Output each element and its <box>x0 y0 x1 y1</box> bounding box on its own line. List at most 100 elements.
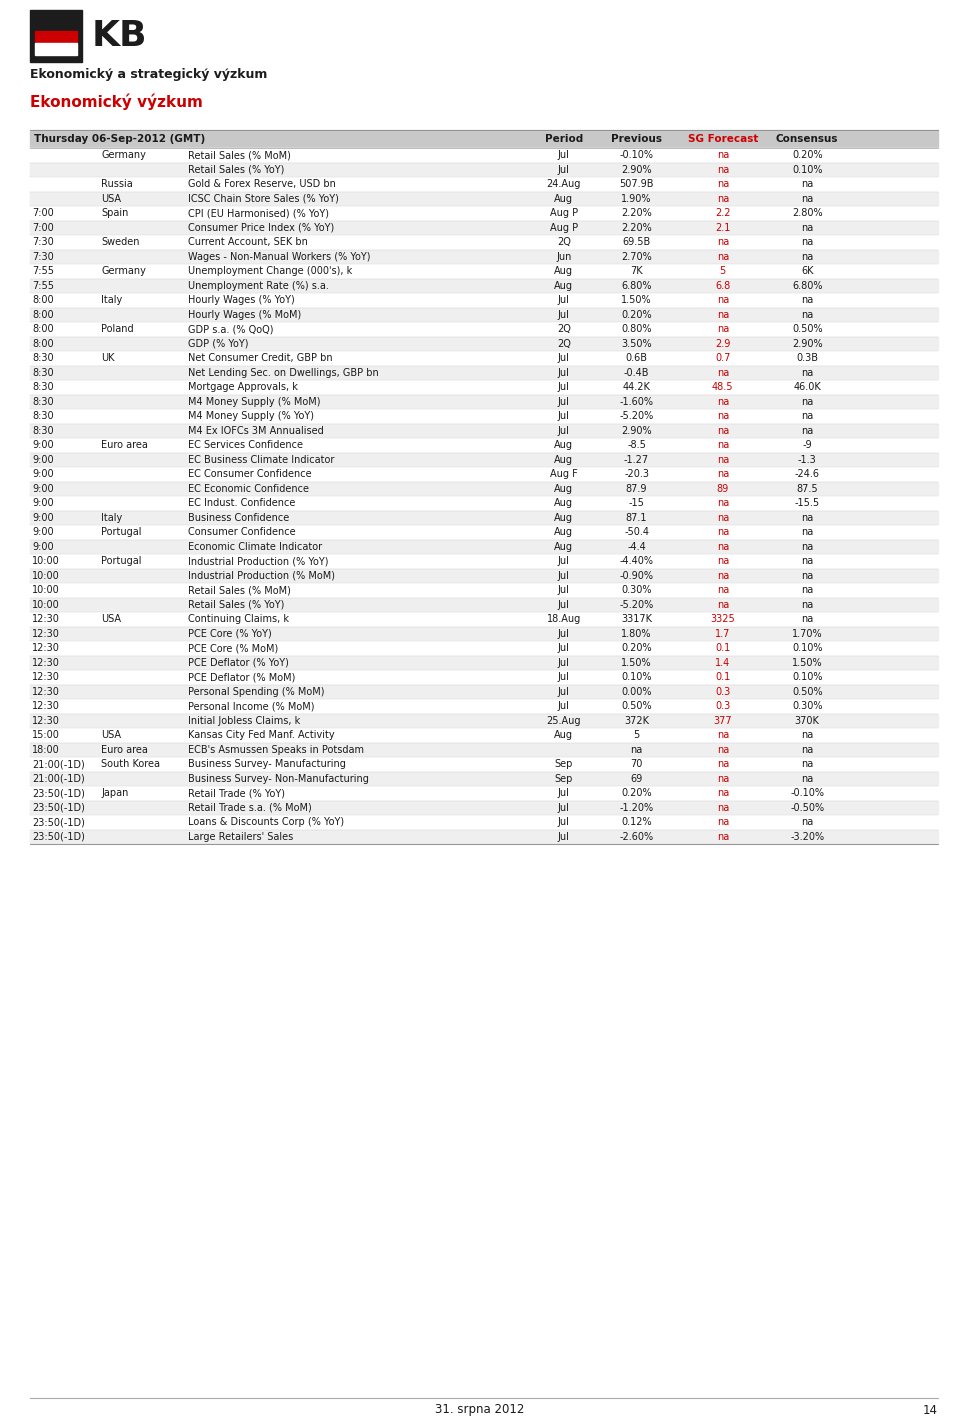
Text: na: na <box>802 745 813 755</box>
Text: Italy: Italy <box>101 513 122 523</box>
Bar <box>30 496 938 510</box>
Text: 0.1: 0.1 <box>715 643 731 653</box>
Text: Mortgage Approvals, k: Mortgage Approvals, k <box>188 383 298 392</box>
Text: 14: 14 <box>923 1404 938 1416</box>
Text: Personal Income (% MoM): Personal Income (% MoM) <box>188 701 315 711</box>
Text: Jul: Jul <box>558 818 570 828</box>
Text: 507.9B: 507.9B <box>619 179 654 189</box>
Text: Jul: Jul <box>558 570 570 580</box>
Text: 9:00: 9:00 <box>32 441 54 451</box>
Text: Hourly Wages (% YoY): Hourly Wages (% YoY) <box>188 296 295 306</box>
Text: 25.Aug: 25.Aug <box>546 715 581 725</box>
Text: na: na <box>717 542 729 552</box>
Text: -20.3: -20.3 <box>624 469 649 479</box>
Bar <box>30 380 938 394</box>
Text: Large Retailers' Sales: Large Retailers' Sales <box>188 832 294 842</box>
Text: na: na <box>802 528 813 538</box>
Text: na: na <box>802 397 813 407</box>
Text: Unemployment Rate (%) s.a.: Unemployment Rate (%) s.a. <box>188 280 329 290</box>
Text: 0.20%: 0.20% <box>621 310 652 320</box>
Bar <box>30 684 938 700</box>
Text: na: na <box>802 600 813 610</box>
Text: na: na <box>802 237 813 247</box>
Text: na: na <box>717 469 729 479</box>
Text: na: na <box>717 397 729 407</box>
Text: na: na <box>631 745 642 755</box>
Text: -1.27: -1.27 <box>624 455 649 465</box>
Text: 1.50%: 1.50% <box>792 658 823 668</box>
Text: PCE Core (% YoY): PCE Core (% YoY) <box>188 629 272 638</box>
Text: na: na <box>717 425 729 435</box>
Text: Sep: Sep <box>555 774 573 784</box>
Bar <box>30 351 938 365</box>
Text: na: na <box>802 252 813 262</box>
Text: Wages - Non-Manual Workers (% YoY): Wages - Non-Manual Workers (% YoY) <box>188 252 371 262</box>
Text: 2Q: 2Q <box>557 324 571 334</box>
Text: 21:00(-1D): 21:00(-1D) <box>32 774 84 784</box>
Text: Aug: Aug <box>555 266 573 276</box>
Bar <box>30 583 938 597</box>
Text: 7:00: 7:00 <box>32 223 54 233</box>
Text: Italy: Italy <box>101 296 122 306</box>
Text: 2.20%: 2.20% <box>621 223 652 233</box>
Text: na: na <box>717 498 729 508</box>
Text: 2.2: 2.2 <box>715 208 731 218</box>
Text: Consumer Confidence: Consumer Confidence <box>188 528 296 538</box>
Text: PCE Deflator (% YoY): PCE Deflator (% YoY) <box>188 658 289 668</box>
Bar <box>30 611 938 627</box>
Text: 12:30: 12:30 <box>32 687 60 697</box>
Text: na: na <box>802 193 813 203</box>
Text: na: na <box>802 310 813 320</box>
Text: 24.Aug: 24.Aug <box>546 179 581 189</box>
Text: -0.90%: -0.90% <box>619 570 654 580</box>
Text: 9:00: 9:00 <box>32 455 54 465</box>
Bar <box>30 539 938 555</box>
Text: Jul: Jul <box>558 643 570 653</box>
Text: 2.90%: 2.90% <box>621 425 652 435</box>
Bar <box>30 10 82 63</box>
Text: Net Consumer Credit, GBP bn: Net Consumer Credit, GBP bn <box>188 353 333 363</box>
Bar <box>30 466 938 482</box>
Text: Jul: Jul <box>558 803 570 813</box>
Text: Retail Trade s.a. (% MoM): Retail Trade s.a. (% MoM) <box>188 803 312 813</box>
Text: PCE Core (% MoM): PCE Core (% MoM) <box>188 643 278 653</box>
Text: na: na <box>717 513 729 523</box>
Text: Retail Sales (% MoM): Retail Sales (% MoM) <box>188 151 291 161</box>
Text: 87.1: 87.1 <box>626 513 647 523</box>
Text: Industrial Production (% YoY): Industrial Production (% YoY) <box>188 556 328 566</box>
Text: 12:30: 12:30 <box>32 673 60 683</box>
Text: Japan: Japan <box>101 788 129 798</box>
Bar <box>30 394 938 410</box>
Bar <box>30 714 938 728</box>
Text: 21:00(-1D): 21:00(-1D) <box>32 759 84 769</box>
Text: 1.7: 1.7 <box>715 629 731 638</box>
Bar <box>30 321 938 337</box>
Text: 0.50%: 0.50% <box>792 324 823 334</box>
Text: Jul: Jul <box>558 556 570 566</box>
Text: Current Account, SEK bn: Current Account, SEK bn <box>188 237 308 247</box>
Text: Ekonomický výzkum: Ekonomický výzkum <box>30 92 203 109</box>
Text: 0.30%: 0.30% <box>792 701 823 711</box>
Text: 0.10%: 0.10% <box>792 643 823 653</box>
Text: na: na <box>802 759 813 769</box>
Bar <box>30 176 938 192</box>
Text: Business Survey- Manufacturing: Business Survey- Manufacturing <box>188 759 346 769</box>
Text: 3325: 3325 <box>710 614 735 624</box>
Text: 0.00%: 0.00% <box>621 687 652 697</box>
Bar <box>30 264 938 279</box>
Text: 46.0K: 46.0K <box>793 383 821 392</box>
Text: 89: 89 <box>717 483 729 493</box>
Bar <box>30 482 938 496</box>
Text: 2.1: 2.1 <box>715 223 731 233</box>
Text: 8:30: 8:30 <box>32 397 54 407</box>
Bar <box>30 597 938 611</box>
Text: -3.20%: -3.20% <box>790 832 825 842</box>
Bar <box>30 235 938 249</box>
Text: 2Q: 2Q <box>557 237 571 247</box>
Text: -50.4: -50.4 <box>624 528 649 538</box>
Bar <box>30 162 938 176</box>
Text: 12:30: 12:30 <box>32 614 60 624</box>
Text: KB: KB <box>92 18 148 53</box>
Text: Thursday 06-Sep-2012 (GMT): Thursday 06-Sep-2012 (GMT) <box>34 134 205 144</box>
Text: 7:55: 7:55 <box>32 266 54 276</box>
